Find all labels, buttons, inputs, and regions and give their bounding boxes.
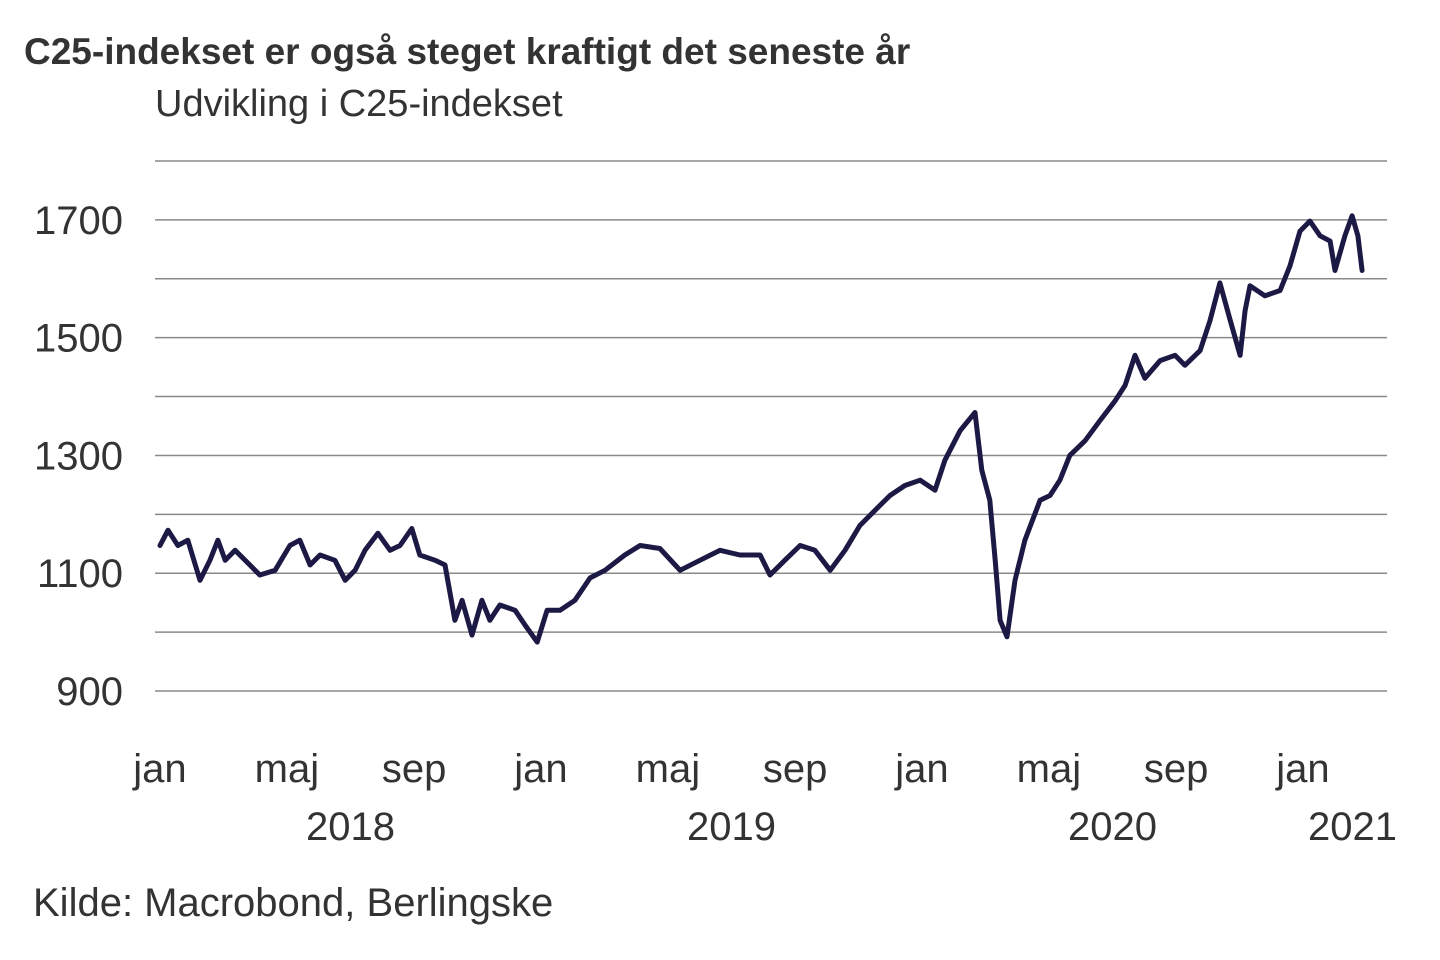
chart-title: C25-indekset er også steget kraftigt det…	[24, 31, 910, 72]
gridlines	[155, 160, 1387, 692]
x-tick-label-year: 2021	[1308, 805, 1397, 849]
source-note: Kilde: Macrobond, Berlingske	[33, 881, 553, 925]
x-tick-label-month: maj	[255, 747, 319, 791]
y-tick-label: 1700	[34, 199, 123, 243]
y-tick-label: 1500	[34, 317, 123, 361]
y-tick-label: 1100	[37, 552, 123, 596]
x-tick-label-month: jan	[132, 747, 186, 791]
y-tick-label: 900	[56, 670, 123, 714]
x-axis-ticks: jan maj sep jan maj sep jan maj sep jan 2018 2019 20…	[132, 747, 1397, 849]
series	[157, 213, 1365, 645]
x-tick-label-month: jan	[894, 747, 948, 791]
x-tick-label-year: 2018	[306, 805, 395, 849]
y-tick-label: 1300	[34, 434, 123, 478]
x-tick-label-month: jan	[513, 747, 567, 791]
x-tick-label-year: 2019	[687, 805, 776, 849]
x-tick-label-month: jan	[1275, 747, 1329, 791]
x-tick-label-month: maj	[636, 747, 700, 791]
x-tick-label-month: sep	[1144, 747, 1209, 791]
y-axis-ticks: 900 1100 1300 1500 1700	[34, 199, 123, 714]
x-tick-label-month: sep	[382, 747, 447, 791]
series-line-c25	[157, 213, 1365, 645]
x-tick-label-month: maj	[1017, 747, 1081, 791]
x-tick-label-year: 2020	[1068, 805, 1157, 849]
x-tick-label-month: sep	[763, 747, 828, 791]
chart-subtitle: Udvikling i C25-indekset	[155, 83, 563, 125]
